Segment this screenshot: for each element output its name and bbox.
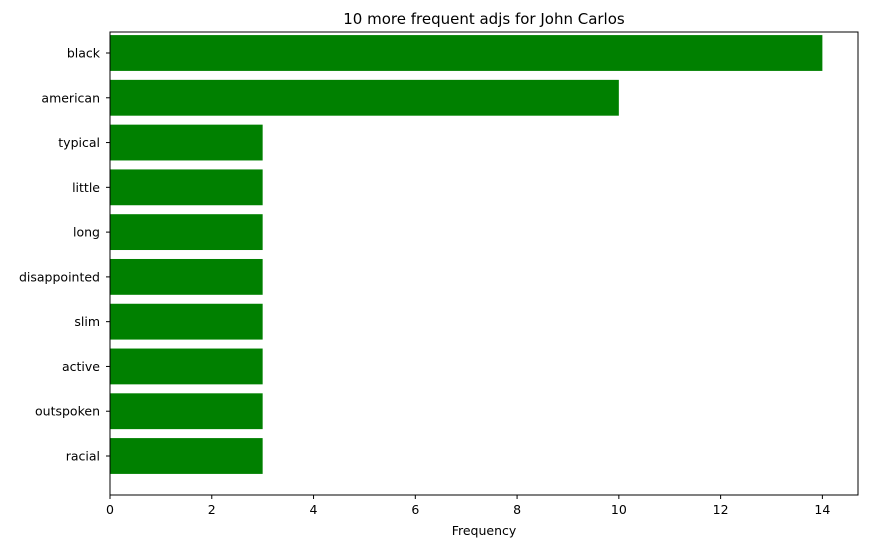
y-tick-label: outspoken <box>35 404 100 419</box>
bar-disappointed <box>110 258 263 295</box>
y-axis: black american typical little long disappoint… <box>19 46 110 464</box>
y-tick-label: disappointed <box>19 269 100 284</box>
x-axis: 0 2 4 6 8 10 12 14 <box>106 495 830 517</box>
y-tick-label: typical <box>58 135 100 150</box>
bar-slim <box>110 303 263 340</box>
bars-group <box>110 35 823 474</box>
bar-outspoken <box>110 393 263 430</box>
y-tick-label: slim <box>74 314 100 329</box>
bar-racial <box>110 438 263 474</box>
y-tick-label: little <box>72 180 100 195</box>
bar-active <box>110 348 263 385</box>
y-tick-label: active <box>62 359 100 374</box>
y-tick-label: racial <box>66 449 100 464</box>
bar-black <box>110 35 823 71</box>
chart-title: 10 more frequent adjs for John Carlos <box>343 10 625 28</box>
x-tick-label: 0 <box>106 502 114 517</box>
x-tick-label: 14 <box>814 502 830 517</box>
plot-frame <box>109 31 859 496</box>
x-tick-label: 12 <box>713 502 729 517</box>
x-tick-label: 8 <box>513 502 521 517</box>
x-tick-label: 2 <box>208 502 216 517</box>
bar-american <box>110 79 619 116</box>
y-tick-label: long <box>73 225 100 240</box>
bar-little <box>110 169 263 206</box>
x-tick-label: 6 <box>411 502 419 517</box>
x-axis-label: Frequency <box>452 523 517 538</box>
y-tick-label: american <box>41 90 100 105</box>
bar-typical <box>110 124 263 161</box>
x-tick-label: 10 <box>611 502 627 517</box>
y-tick-label: black <box>67 46 101 61</box>
bar-long <box>110 214 263 251</box>
x-tick-label: 4 <box>310 502 318 517</box>
